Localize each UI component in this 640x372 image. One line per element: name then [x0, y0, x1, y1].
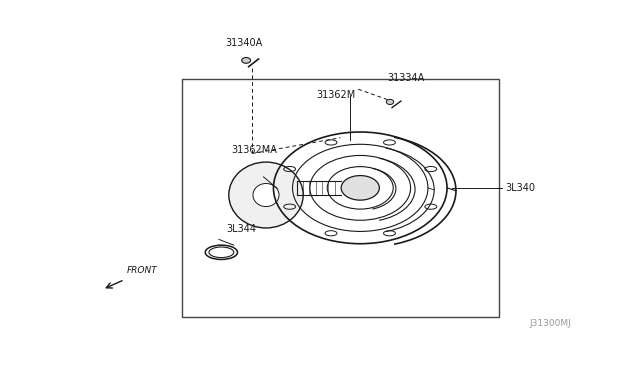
Ellipse shape [242, 58, 251, 63]
Ellipse shape [341, 176, 380, 200]
Text: 31362MA: 31362MA [231, 145, 277, 155]
Text: J31300MJ: J31300MJ [529, 319, 571, 328]
Bar [182, 79, 499, 317]
Ellipse shape [253, 183, 279, 206]
Text: 3L344: 3L344 [227, 224, 256, 234]
Text: 3L340: 3L340 [506, 183, 536, 193]
Ellipse shape [229, 162, 303, 228]
Text: 31334A: 31334A [388, 73, 425, 83]
Text: 31340A: 31340A [225, 38, 262, 48]
Text: FRONT: FRONT [127, 266, 158, 275]
Text: 31362M: 31362M [316, 90, 355, 100]
Ellipse shape [387, 99, 394, 105]
